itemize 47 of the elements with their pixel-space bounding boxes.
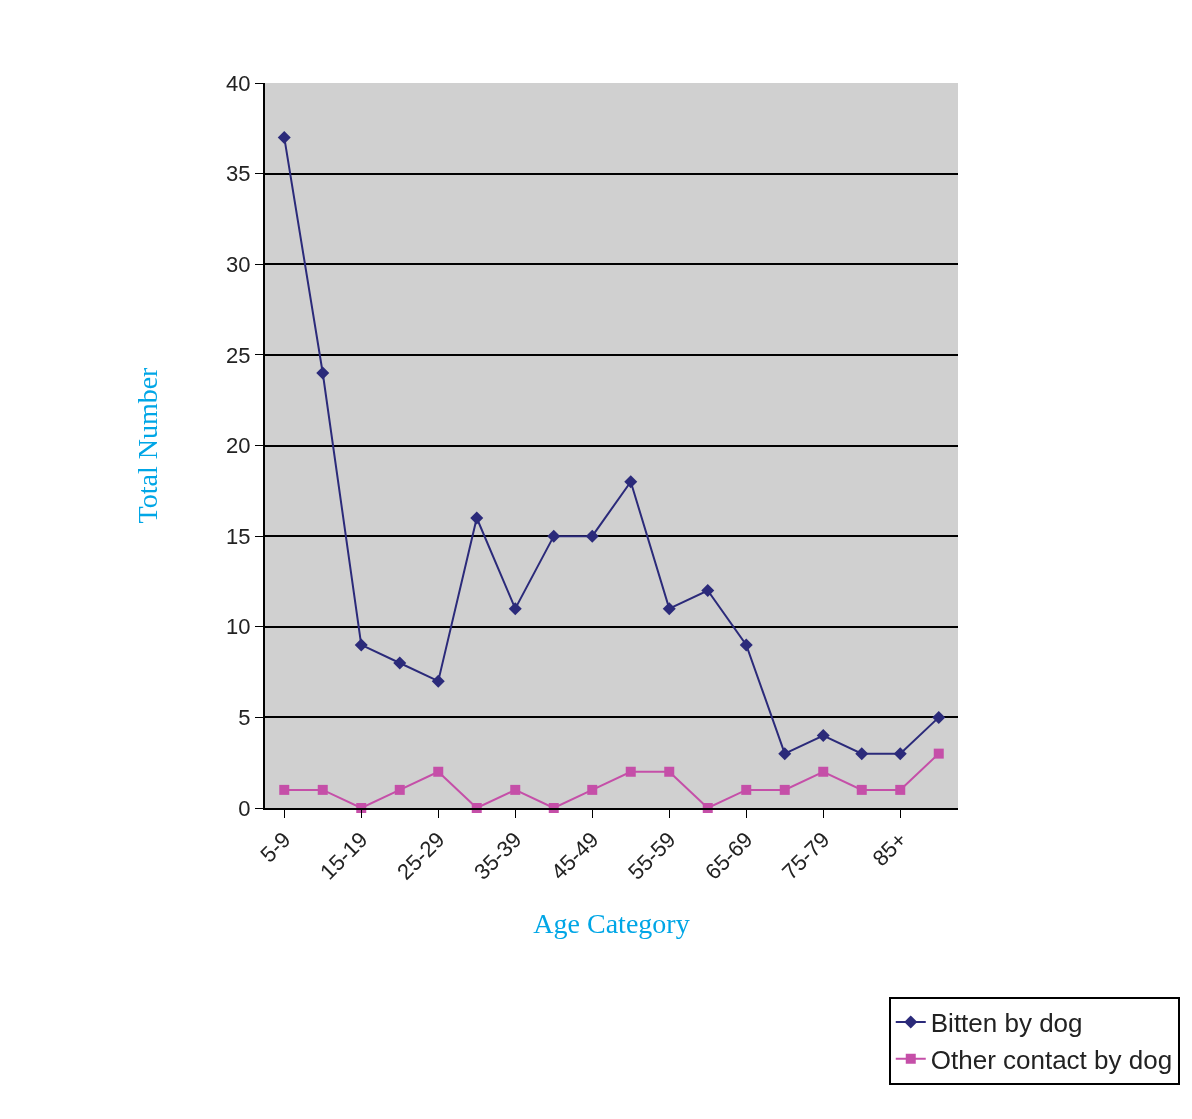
point [316,366,330,380]
point [510,784,521,795]
point [587,784,598,795]
y-tick-label: 35 [226,161,251,187]
point [394,784,405,795]
point [778,747,792,761]
point [431,674,445,688]
point [625,766,636,777]
y-tick-label: 5 [238,705,251,731]
point [664,766,675,777]
legend-label: Bitten by dog [930,1008,1083,1039]
point [317,784,328,795]
y-tick-label: 0 [238,795,251,821]
point [893,747,907,761]
point [624,475,638,489]
point [701,584,715,597]
point [739,638,753,652]
point [856,784,867,795]
y-tick-label: 20 [226,433,251,459]
y-tick-label: 15 [226,523,251,549]
point [279,784,290,795]
point [662,602,676,616]
point [816,729,830,742]
point [277,130,291,144]
point [741,784,752,795]
legend-label: Other contact by dog [930,1044,1173,1075]
point [818,766,829,777]
point [585,529,599,543]
y-tick-label: 10 [226,614,251,640]
point [470,511,484,525]
point [547,529,561,543]
y-axis-title: Total Number [132,366,164,524]
point [779,784,790,795]
point [932,710,946,724]
point [895,784,906,795]
point [508,602,522,616]
y-tick-label: 25 [226,342,251,368]
point [354,638,368,652]
y-tick-label: 30 [226,251,251,277]
point [433,766,444,777]
x-tick-label: 85+ [867,827,912,872]
point [933,748,944,759]
point [855,747,869,761]
point [393,656,407,670]
x-tick-label: 5-9 [255,827,296,868]
y-tick-label: 40 [226,70,251,96]
x-axis-title: Age Category [533,908,690,940]
